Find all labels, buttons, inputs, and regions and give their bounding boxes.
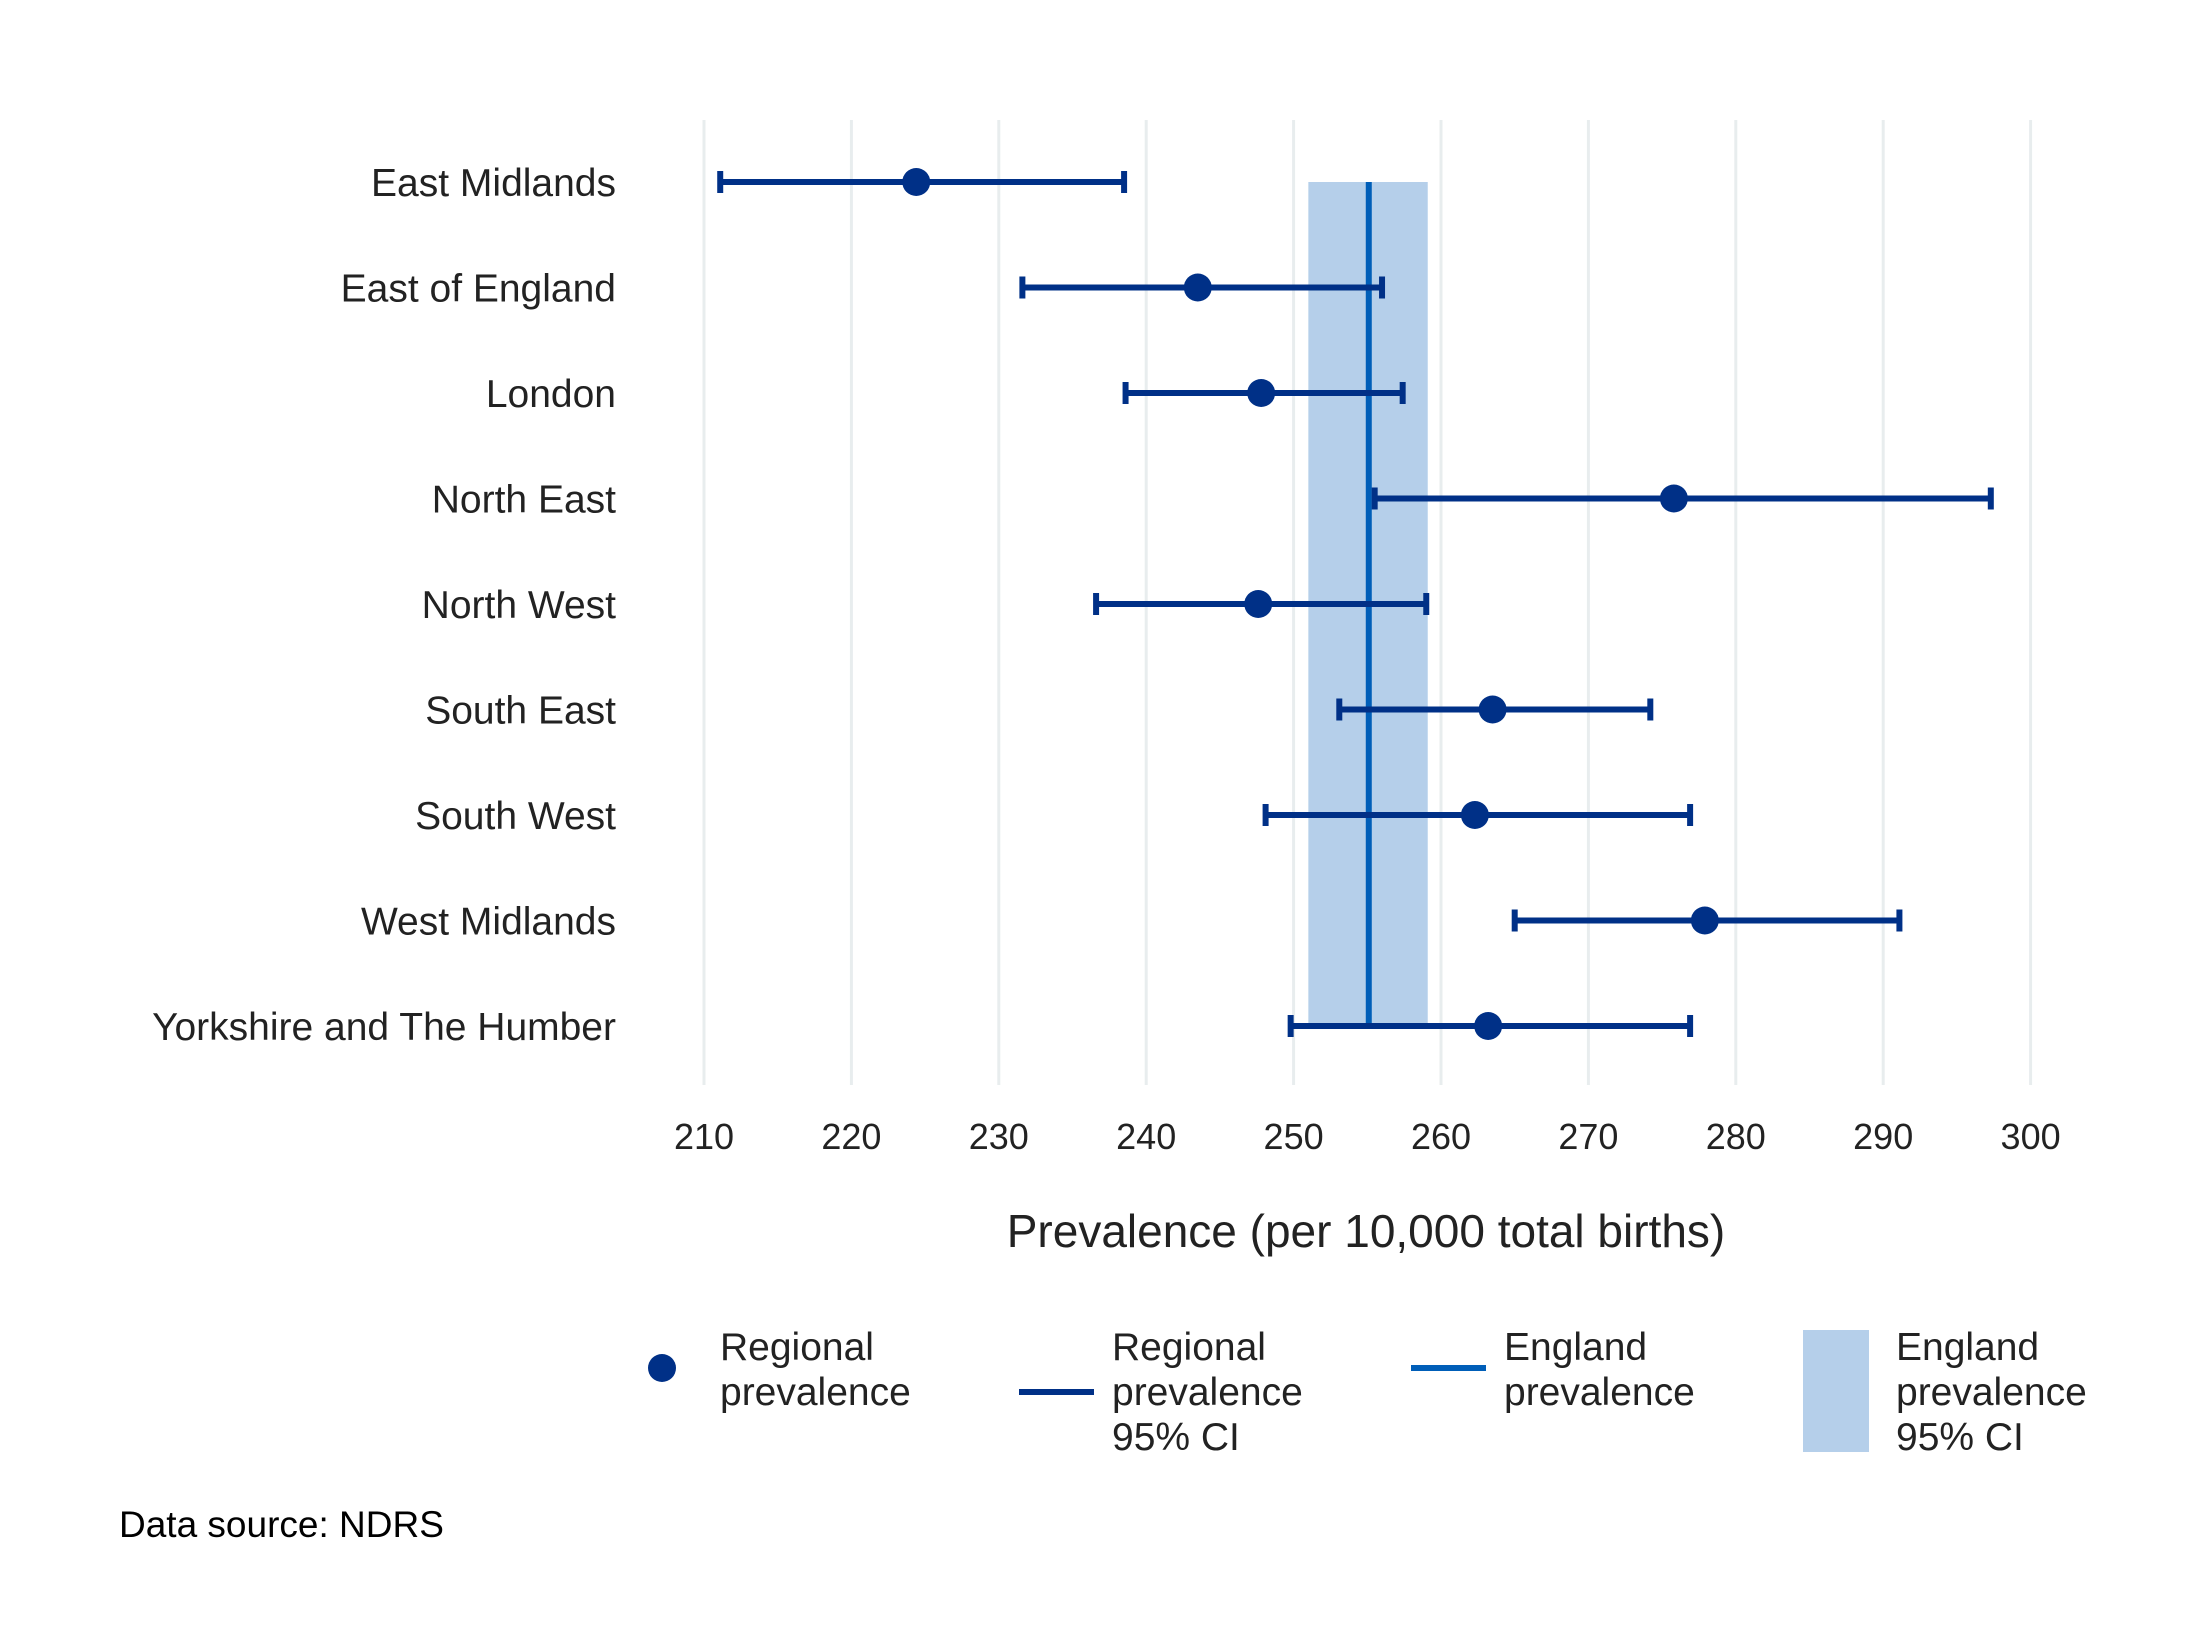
x-tick-210: 210 [674, 1116, 734, 1157]
x-tick-290: 290 [1853, 1116, 1913, 1157]
data-source-note: Data source: NDRS [119, 1504, 444, 1545]
category-label-south-east: South East [425, 690, 616, 733]
category-label-london: London [486, 373, 616, 416]
legend-point-key [648, 1354, 676, 1382]
point-south-east [1478, 695, 1507, 724]
x-tick-230: 230 [969, 1116, 1029, 1157]
x-tick-labels: 210 220 230 240 250 260 270 280 290 300 [674, 1116, 2061, 1157]
legend-label-line: 95% CI [1112, 1416, 1240, 1459]
legend-label-ref-band: England prevalence 95% CI [1896, 1326, 2087, 1459]
x-tick-250: 250 [1264, 1116, 1324, 1157]
x-tick-280: 280 [1706, 1116, 1766, 1157]
point-yorkshire-and-the-humber [1474, 1012, 1503, 1040]
legend-label-line: prevalence [720, 1371, 911, 1414]
category-label-east-of-england: East of England [341, 268, 616, 311]
point-london [1247, 379, 1276, 407]
legend-label-line: Regional [720, 1326, 874, 1369]
legend-label-line: prevalence [1112, 1371, 1303, 1414]
legend-label-line: England [1504, 1326, 1647, 1369]
category-label-north-west: North West [422, 584, 616, 627]
x-tick-240: 240 [1116, 1116, 1176, 1157]
x-tick-260: 260 [1411, 1116, 1471, 1157]
x-tick-300: 300 [2001, 1116, 2061, 1157]
category-label-yorkshire-and-the-humber: Yorkshire and The Humber [152, 1006, 616, 1049]
legend-label-ci-line: Regional prevalence 95% CI [1112, 1326, 1303, 1459]
point-north-west [1244, 590, 1273, 618]
regional-points-layer [902, 168, 1719, 1040]
category-label-east-midlands: East Midlands [371, 162, 616, 205]
point-west-midlands [1690, 906, 1719, 935]
category-labels: East Midlands East of England London North … [152, 162, 616, 1049]
legend-ref-band-key [1803, 1330, 1869, 1452]
point-north-east [1659, 484, 1688, 513]
point-south-west [1460, 801, 1489, 829]
x-tick-220: 220 [821, 1116, 881, 1157]
category-label-west-midlands: West Midlands [361, 901, 616, 944]
x-axis-title: Prevalence (per 10,000 total births) [1007, 1205, 1726, 1257]
legend-label-line: prevalence [1896, 1371, 2087, 1414]
legend-label-line: Regional [1112, 1326, 1266, 1369]
point-east-of-england [1183, 273, 1212, 302]
legend-label-ref-line: England prevalence [1504, 1326, 1695, 1414]
category-label-north-east: North East [432, 479, 616, 522]
point-east-midlands [902, 168, 931, 196]
legend-label-line: 95% CI [1896, 1416, 2024, 1459]
x-tick-270: 270 [1558, 1116, 1618, 1157]
legend-label-line: prevalence [1504, 1371, 1695, 1414]
legend-label-line: England [1896, 1326, 2039, 1369]
legend-label-point: Regional prevalence [720, 1326, 911, 1414]
category-label-south-west: South West [415, 795, 616, 838]
